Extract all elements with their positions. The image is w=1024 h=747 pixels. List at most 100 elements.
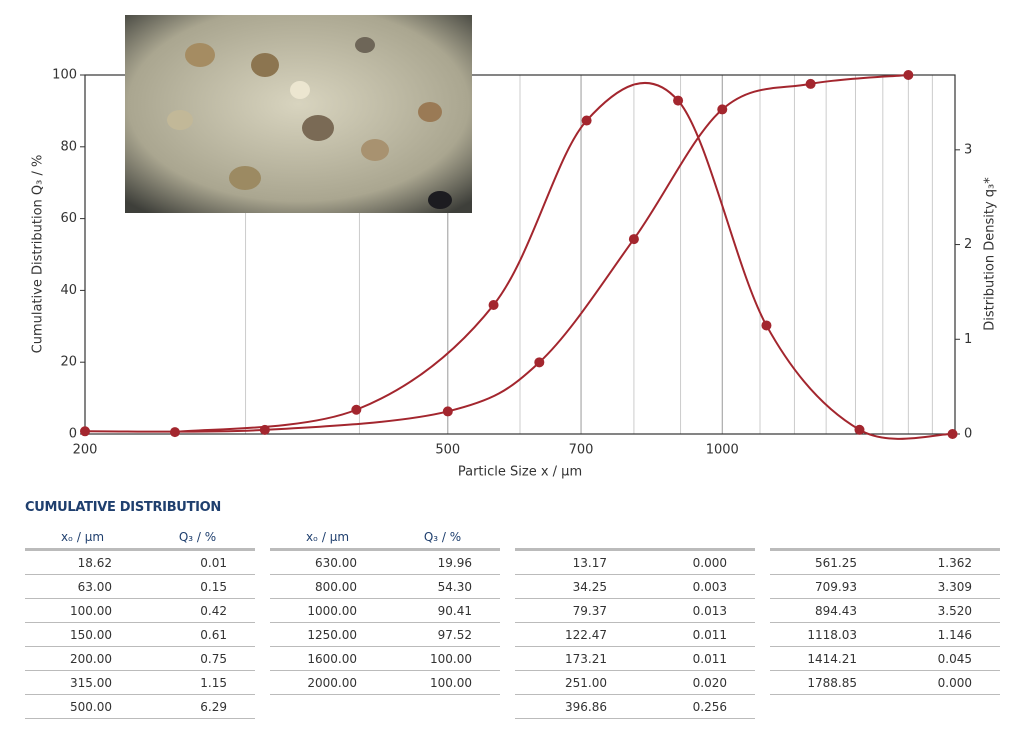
x-tick-label: 200 <box>73 443 98 458</box>
table-cell: 1788.85 <box>807 675 857 690</box>
table-cell: 79.37 <box>572 603 607 618</box>
table-cell: 0.256 <box>692 699 727 714</box>
data-point <box>761 320 772 331</box>
table-row: 150.00 0.61 <box>25 623 255 647</box>
table-cell: 0.15 <box>200 579 227 594</box>
table-row: 13.17 0.000 <box>515 551 755 575</box>
x-tick-label: 500 <box>435 443 460 458</box>
table-cell: 0.42 <box>200 603 227 618</box>
table-row: 800.00 54.30 <box>270 575 500 599</box>
table-header: xₒ / µm Q₃ / % <box>270 526 500 551</box>
header-cell: xₒ / µm <box>305 530 350 544</box>
table-cell: 90.41 <box>437 603 472 618</box>
data-point <box>854 424 865 435</box>
table-cell: 0.61 <box>200 627 227 642</box>
table-row: 34.25 0.003 <box>515 575 755 599</box>
data-point <box>534 357 545 368</box>
data-point <box>351 404 362 415</box>
y2-axis-label: Distribution Density q₃* <box>983 177 998 331</box>
table: 13.17 0.000 34.25 0.003 79.37 0.013 122.47 0.01… <box>515 526 755 719</box>
data-point <box>169 427 180 438</box>
table-row: 894.43 3.520 <box>770 599 1000 623</box>
table-header: xₒ / µm Q₃ / % <box>25 526 255 551</box>
table-cell: 150.00 <box>70 627 112 642</box>
y2-tick-label: 3 <box>964 142 972 157</box>
table-row: 1414.21 0.045 <box>770 647 1000 671</box>
table-row: 100.00 0.42 <box>25 599 255 623</box>
y-tick-label: 60 <box>60 211 77 226</box>
table-cell: 200.00 <box>70 651 112 666</box>
table-row: 63.00 0.15 <box>25 575 255 599</box>
table-row: 79.37 0.013 <box>515 599 755 623</box>
data-point <box>442 406 453 417</box>
table-row: 1118.03 1.146 <box>770 623 1000 647</box>
table-row: 561.25 1.362 <box>770 551 1000 575</box>
table-cell: 63.00 <box>77 579 112 594</box>
table-row: 315.00 1.15 <box>25 671 255 695</box>
table-cell: 0.013 <box>692 603 727 618</box>
table: 561.25 1.362 709.93 3.309 894.43 3.520 1118.03… <box>770 526 1000 695</box>
table-cell: 800.00 <box>315 579 357 594</box>
table-cell: 6.29 <box>200 699 227 714</box>
data-point <box>947 429 958 439</box>
table-cell: 0.75 <box>200 651 227 666</box>
series-line <box>174 82 953 440</box>
table-row: 500.00 6.29 <box>25 695 255 719</box>
table-row: 200.00 0.75 <box>25 647 255 671</box>
table-cell: 894.43 <box>815 603 857 618</box>
data-point <box>717 104 728 115</box>
table-row: 173.21 0.011 <box>515 647 755 671</box>
data-point <box>903 70 914 80</box>
table-cell: 97.52 <box>437 627 472 642</box>
table-cell: 630.00 <box>315 555 357 570</box>
data-point <box>628 234 639 245</box>
table-cell: 0.045 <box>937 651 972 666</box>
table-row: 2000.00 100.00 <box>270 671 500 695</box>
table-cell: 3.309 <box>937 579 972 594</box>
table-cell: 54.30 <box>437 579 472 594</box>
table-row: 122.47 0.011 <box>515 623 755 647</box>
table-row: 1000.00 90.41 <box>270 599 500 623</box>
table-cell: 1.146 <box>937 627 972 642</box>
y-axis-label: Cumulative Distribution Q₃ / % <box>31 155 46 354</box>
table-cell: 709.93 <box>815 579 857 594</box>
table-cell: 1118.03 <box>807 627 857 642</box>
table-cell: 500.00 <box>70 699 112 714</box>
table-cell: 0.011 <box>692 627 727 642</box>
sample-photo <box>125 15 472 213</box>
table-row: 1600.00 100.00 <box>270 647 500 671</box>
y2-tick-label: 2 <box>964 237 972 252</box>
section-title: CUMULATIVE DISTRIBUTION <box>25 500 222 515</box>
x-tick-label: 700 <box>569 443 594 458</box>
table-row: 18.62 0.01 <box>25 551 255 575</box>
table-cell: 0.003 <box>692 579 727 594</box>
table-cell: 122.47 <box>565 627 607 642</box>
table-cell: 1.362 <box>937 555 972 570</box>
table: xₒ / µm Q₃ / % 18.62 0.01 63.00 0.15 100.00 0.4… <box>25 526 255 719</box>
table-cell: 561.25 <box>815 555 857 570</box>
table-cell: 1414.21 <box>807 651 857 666</box>
table: xₒ / µm Q₃ / % 630.00 19.96 800.00 54.30 1000.… <box>270 526 500 695</box>
table-cell: 13.17 <box>572 555 607 570</box>
header-cell: xₒ / µm <box>60 530 105 544</box>
table-cell: 18.62 <box>77 555 112 570</box>
table-cell: 1600.00 <box>307 651 357 666</box>
data-point <box>581 115 592 126</box>
table-cell: 0.01 <box>200 555 227 570</box>
table-cell: 315.00 <box>70 675 112 690</box>
table-row: 251.00 0.020 <box>515 671 755 695</box>
data-point <box>80 426 90 437</box>
table-cell: 2000.00 <box>307 675 357 690</box>
x-tick-label: 1000 <box>706 443 739 458</box>
y2-tick-label: 1 <box>964 332 972 347</box>
table-cell: 19.96 <box>437 555 472 570</box>
table-header <box>770 526 1000 551</box>
table-cell: 3.520 <box>937 603 972 618</box>
y2-tick-label: 0 <box>964 427 972 442</box>
x-axis-label: Particle Size x / µm <box>458 465 582 480</box>
data-point <box>488 299 499 310</box>
table-cell: 396.86 <box>565 699 607 714</box>
table-cell: 100.00 <box>70 603 112 618</box>
table-cell: 0.011 <box>692 651 727 666</box>
